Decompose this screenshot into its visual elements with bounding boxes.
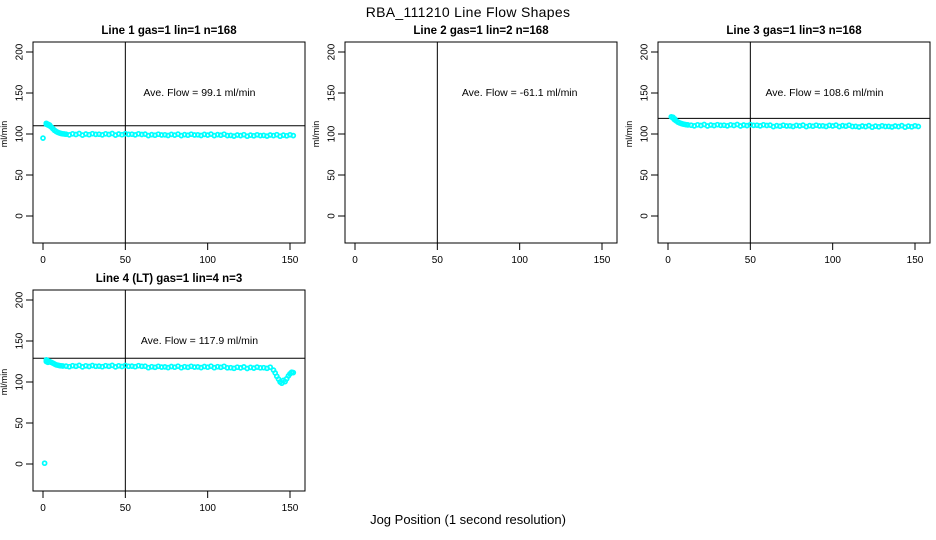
y-axis: 0 50 100 150 200 — [15, 291, 33, 467]
y-tick-label: 0 — [640, 213, 651, 219]
plot-box — [344, 41, 618, 244]
y-axis: 0 50 100 150 200 — [15, 43, 33, 219]
y-tick-label: 50 — [640, 169, 651, 181]
x-tick-label: 0 — [665, 255, 671, 266]
y-tick-label: 150 — [15, 332, 26, 349]
y-axis-title: ml/min — [0, 369, 9, 396]
plot-box — [657, 41, 931, 244]
panel-line-1: Line 1 gas=1 lin=1 n=168 0 50 100 150 200 ml/m… — [0, 25, 306, 266]
y-tick-label: 50 — [15, 169, 26, 181]
y-tick-label: 150 — [327, 84, 338, 101]
x-tick-label: 100 — [824, 255, 841, 266]
plot-box — [32, 289, 306, 492]
panel-title: Line 1 gas=1 lin=1 n=168 — [101, 25, 237, 37]
y-axis-title: ml/min — [312, 121, 321, 148]
x-tick-label: 50 — [120, 255, 132, 266]
x-tick-label: 100 — [511, 255, 528, 266]
x-tick-label: 50 — [432, 255, 444, 266]
x-tick-label: 150 — [282, 255, 299, 266]
panel-title: Line 4 (LT) gas=1 lin=4 n=3 — [96, 273, 242, 285]
data-points — [40, 120, 297, 141]
y-tick-label: 100 — [15, 373, 26, 390]
x-tick-label: 50 — [745, 255, 757, 266]
x-axis: 0 50 100 150 — [352, 243, 611, 266]
y-tick-label: 100 — [15, 125, 26, 142]
x-tick-label: 150 — [594, 255, 611, 266]
x-axis: 0 50 100 150 — [665, 243, 924, 266]
y-tick-label: 200 — [15, 291, 26, 308]
avg-flow-annotation: Ave. Flow = 99.1 ml/min — [143, 87, 255, 99]
y-tick-label: 100 — [640, 125, 651, 142]
y-tick-label: 0 — [15, 213, 26, 219]
plot-box — [32, 41, 306, 244]
y-tick-label: 200 — [15, 43, 26, 60]
data-point — [41, 460, 48, 467]
x-axis: 0 50 100 150 — [40, 491, 299, 514]
x-axis-label: Jog Position (1 second resolution) — [370, 512, 566, 527]
y-tick-label: 0 — [15, 461, 26, 467]
avg-flow-annotation: Ave. Flow = 108.6 ml/min — [765, 87, 883, 99]
x-tick-label: 100 — [199, 503, 216, 514]
panel-line-2: Line 2 gas=1 lin=2 n=168 0 50 100 150 200 ml/m… — [312, 25, 618, 266]
data-points — [41, 357, 297, 467]
y-tick-label: 150 — [640, 84, 651, 101]
avg-flow-annotation: Ave. Flow = 117.9 ml/min — [141, 335, 258, 347]
data-point — [290, 369, 297, 376]
y-tick-label: 100 — [327, 125, 338, 142]
y-axis: 0 50 100 150 200 — [327, 43, 345, 219]
x-tick-label: 150 — [907, 255, 924, 266]
y-tick-label: 50 — [327, 169, 338, 181]
y-tick-label: 50 — [15, 417, 26, 429]
y-tick-label: 150 — [15, 84, 26, 101]
panel-line-4: Line 4 (LT) gas=1 lin=4 n=3 0 50 100 150 200 m… — [0, 273, 306, 514]
y-tick-label: 0 — [327, 213, 338, 219]
main-title: RBA_111210 Line Flow Shapes — [365, 4, 571, 20]
y-tick-label: 200 — [327, 43, 338, 60]
data-point — [915, 123, 922, 130]
x-axis: 0 50 100 150 — [40, 243, 299, 266]
x-tick-label: 50 — [120, 503, 132, 514]
y-axis-title: ml/min — [0, 121, 9, 148]
x-tick-label: 0 — [352, 255, 358, 266]
y-axis-title: ml/min — [625, 121, 634, 148]
data-point — [40, 135, 46, 141]
x-tick-label: 150 — [282, 503, 299, 514]
data-points — [668, 113, 922, 131]
y-axis: 0 50 100 150 200 — [640, 43, 658, 219]
panel-title: Line 3 gas=1 lin=3 n=168 — [726, 25, 862, 37]
avg-flow-annotation: Ave. Flow = -61.1 ml/min — [462, 87, 578, 99]
data-point — [290, 132, 297, 139]
panel-line-3: Line 3 gas=1 lin=3 n=168 0 50 100 150 200 ml/m… — [625, 25, 931, 266]
x-tick-label: 0 — [40, 503, 46, 514]
x-tick-label: 100 — [199, 255, 216, 266]
data-point — [267, 364, 274, 371]
panel-title: Line 2 gas=1 lin=2 n=168 — [413, 25, 549, 37]
x-tick-label: 0 — [40, 255, 46, 266]
y-tick-label: 200 — [640, 43, 651, 60]
